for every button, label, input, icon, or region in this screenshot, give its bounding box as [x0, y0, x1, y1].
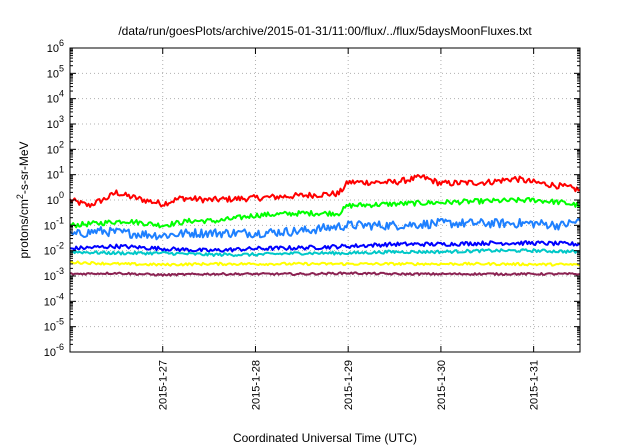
y-tick-label: 10-1	[44, 215, 64, 232]
y-tick-label: 102	[47, 139, 64, 156]
series-line	[69, 248, 581, 258]
y-axis-label: protons/cm2-s-sr-MeV	[15, 141, 31, 258]
x-tick-label: 2015-1-30	[436, 360, 448, 410]
x-tick-label: 2015-1-31	[529, 360, 541, 410]
y-tick-label: 10-5	[44, 317, 64, 334]
series-line	[69, 196, 581, 229]
y-tick-label: 105	[47, 63, 64, 80]
series-line	[69, 174, 581, 208]
x-axis-ticks: 2015-1-27 2015-1-28 2015-1-29 2015-1-30 2015…	[158, 48, 541, 410]
y-tick-label: 10-2	[44, 241, 64, 258]
chart-title: /data/run/goesPlots/archive/2015-01-31/1…	[118, 24, 532, 38]
y-tick-label: 10-4	[44, 291, 64, 308]
series-line	[69, 271, 581, 277]
y-tick-label: 10-6	[44, 342, 64, 359]
series-line	[69, 240, 581, 253]
y-tick-label: 100	[47, 190, 64, 207]
x-tick-label: 2015-1-27	[158, 360, 170, 410]
x-axis-label: Coordinated Universal Time (UTC)	[233, 431, 417, 445]
y-tick-label: 106	[47, 38, 64, 55]
y-axis-ticks: 10-6 10-5 10-4 10-3 10-2 10-1 100 101 102 103 104 1…	[44, 38, 580, 359]
x-tick-label: 2015-1-28	[250, 360, 262, 410]
series-layer	[69, 174, 581, 277]
y-tick-label: 101	[47, 165, 64, 182]
y-tick-label: 10-3	[44, 266, 64, 283]
series-line	[69, 217, 581, 241]
x-tick-label: 2015-1-29	[343, 360, 355, 410]
y-tick-label: 104	[47, 89, 64, 106]
series-line	[69, 260, 581, 267]
y-tick-label: 103	[47, 114, 64, 131]
